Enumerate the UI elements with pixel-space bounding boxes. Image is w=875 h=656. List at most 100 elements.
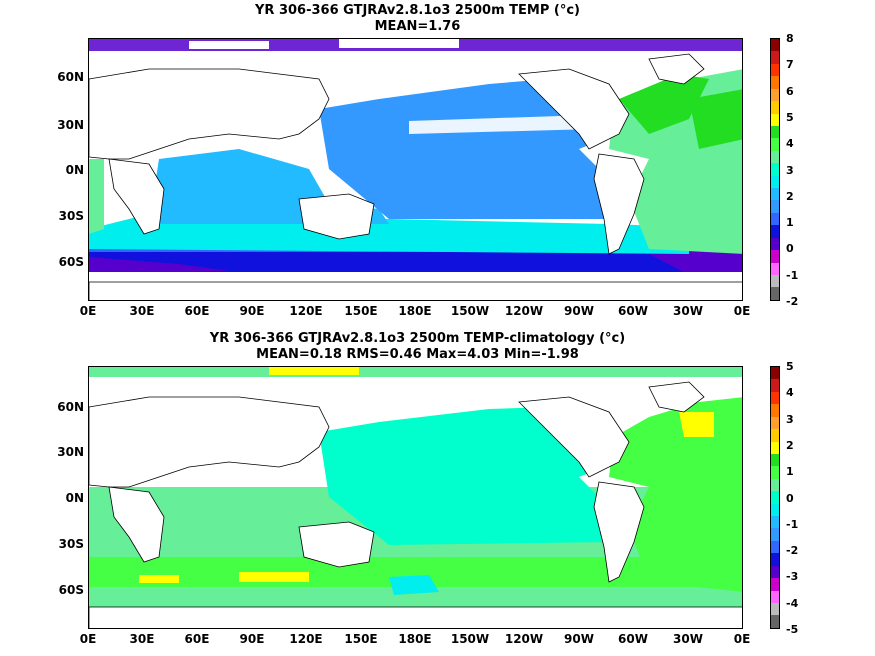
colorbar-step xyxy=(771,491,779,504)
panel1-cbar-tick: 8 xyxy=(786,32,794,45)
colorbar-step xyxy=(771,429,779,442)
panel2-field xyxy=(89,367,742,628)
colorbar-step xyxy=(771,175,779,189)
panel2-cbar-tick: 0 xyxy=(786,492,794,505)
panel1-xtick: 180E xyxy=(398,304,432,318)
panel1-xtick: 60E xyxy=(184,304,210,318)
colorbar-step xyxy=(771,88,779,102)
panel1-map xyxy=(88,38,743,301)
panel2-xtick: 150W xyxy=(450,632,490,646)
colorbar-step xyxy=(771,565,779,579)
colorbar-step xyxy=(771,101,779,114)
panel1-xtick: 90W xyxy=(564,304,594,318)
colorbar-step xyxy=(771,275,779,288)
panel2-xtick: 180E xyxy=(398,632,432,646)
colorbar-step xyxy=(771,163,779,176)
colorbar-step xyxy=(771,503,779,517)
colorbar-step xyxy=(771,367,779,380)
colorbar-step xyxy=(771,39,779,52)
panel1-xtick: 0E xyxy=(733,304,751,318)
colorbar-step xyxy=(771,63,779,77)
colorbar-step xyxy=(771,125,779,139)
panel1-cbar-tick: 0 xyxy=(786,242,794,255)
colorbar-step xyxy=(771,404,779,417)
panel1-cbar-tick: 6 xyxy=(786,85,794,98)
panel1-cbar-tick: 2 xyxy=(786,190,794,203)
panel2-cbar-tick: -4 xyxy=(786,597,799,610)
colorbar-step xyxy=(771,391,779,405)
panel2-xtick: 120E xyxy=(289,632,323,646)
panel1-xtick: 30E xyxy=(129,304,155,318)
panel2-cbar-tick: -2 xyxy=(786,544,799,557)
panel1-xtick: 30W xyxy=(673,304,703,318)
panel2-title: YR 306-366 GTJRAv2.8.1o3 2500m TEMP-clim… xyxy=(209,331,626,346)
panel1-cbar-tick: 7 xyxy=(786,58,794,71)
colorbar-step xyxy=(771,237,779,251)
colorbar-step xyxy=(771,212,779,226)
panel1-xtick: 90E xyxy=(239,304,265,318)
panel2-cbar-tick: -5 xyxy=(786,623,799,636)
colorbar-step xyxy=(771,615,779,628)
panel1-colorbar xyxy=(770,38,780,301)
colorbar-step xyxy=(771,540,779,554)
panel1-cbar-tick: 1 xyxy=(786,216,794,229)
panel2-cbar-tick: 2 xyxy=(786,439,794,452)
panel2-xtick: 90W xyxy=(564,632,594,646)
panel2-xtick: 30W xyxy=(673,632,703,646)
panel2-xtick: 150E xyxy=(344,632,378,646)
panel2-xtick: 60W xyxy=(618,632,648,646)
colorbar-step xyxy=(771,590,779,604)
panel2-ytick: 60N xyxy=(57,400,84,414)
colorbar-step xyxy=(771,441,779,454)
panel1-cbar-tick: 4 xyxy=(786,137,794,150)
panel2-xtick: 0E xyxy=(79,632,97,646)
colorbar-step xyxy=(771,76,779,89)
panel1-title: YR 306-366 GTJRAv2.8.1o3 2500m TEMP (°c) xyxy=(255,3,580,18)
colorbar-step xyxy=(771,516,779,529)
panel2-map xyxy=(88,366,743,629)
panel2-stats: MEAN=0.18 RMS=0.46 Max=4.03 Min=-1.98 xyxy=(256,347,579,362)
colorbar-step xyxy=(771,51,779,64)
panel1-ytick: 60N xyxy=(57,70,84,84)
panel1-ytick: 30S xyxy=(58,209,84,223)
panel2-xtick: 30E xyxy=(129,632,155,646)
panel1-cbar-tick: 3 xyxy=(786,164,794,177)
panel2-ytick: 30N xyxy=(57,445,84,459)
panel1-ytick: 0N xyxy=(65,163,84,177)
panel1-cbar-tick: 5 xyxy=(786,111,794,124)
panel1-xtick: 0E xyxy=(79,304,97,318)
panel2-ytick: 60S xyxy=(58,583,84,597)
panel2-ytick: 30S xyxy=(58,537,84,551)
colorbar-step xyxy=(771,466,779,479)
colorbar-step xyxy=(771,287,779,300)
colorbar-step xyxy=(771,225,779,238)
panel2-ytick: 0N xyxy=(65,491,84,505)
colorbar-step xyxy=(771,250,779,263)
panel1-ytick: 60S xyxy=(58,255,84,269)
colorbar-step xyxy=(771,578,779,591)
panel1-xtick: 120W xyxy=(504,304,544,318)
panel1-cbar-tick: -2 xyxy=(786,295,799,308)
colorbar-step xyxy=(771,138,779,151)
panel2-cbar-tick: 1 xyxy=(786,465,794,478)
panel1-cbar-tick: -1 xyxy=(786,269,799,282)
colorbar-step xyxy=(771,553,779,566)
panel1-xtick: 150E xyxy=(344,304,378,318)
colorbar-step xyxy=(771,150,779,164)
panel1-mean: MEAN=1.76 xyxy=(374,19,461,34)
colorbar-step xyxy=(771,528,779,541)
panel2-xtick: 0E xyxy=(733,632,751,646)
colorbar-step xyxy=(771,453,779,467)
panel1-ytick: 30N xyxy=(57,118,84,132)
panel2-cbar-tick: -3 xyxy=(786,570,799,583)
panel2-xtick: 60E xyxy=(184,632,210,646)
panel2-cbar-tick: 4 xyxy=(786,386,794,399)
colorbar-step xyxy=(771,379,779,392)
panel1-field xyxy=(89,39,742,300)
panel1-xtick: 60W xyxy=(618,304,648,318)
panel2-colorbar xyxy=(770,366,780,629)
colorbar-step xyxy=(771,200,779,213)
panel2-xtick: 120W xyxy=(504,632,544,646)
colorbar-step xyxy=(771,603,779,616)
colorbar-step xyxy=(771,262,779,276)
